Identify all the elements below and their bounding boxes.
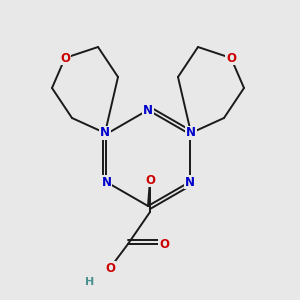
Text: N: N: [143, 103, 153, 116]
Text: N: N: [101, 176, 111, 188]
Text: N: N: [184, 176, 195, 188]
Text: O: O: [145, 173, 155, 187]
Text: O: O: [226, 52, 236, 64]
Text: O: O: [60, 52, 70, 64]
Text: H: H: [85, 277, 94, 287]
Text: N: N: [100, 127, 110, 140]
Text: N: N: [186, 127, 196, 140]
Text: O: O: [105, 262, 115, 275]
Text: O: O: [159, 238, 169, 250]
